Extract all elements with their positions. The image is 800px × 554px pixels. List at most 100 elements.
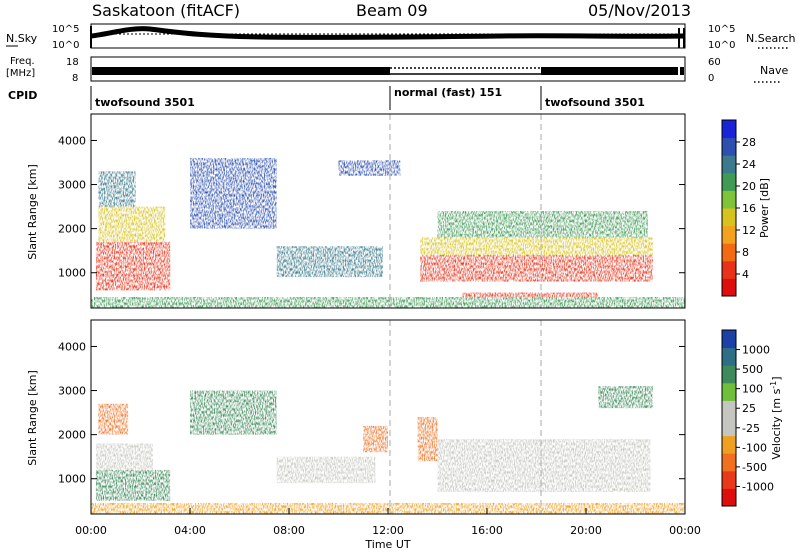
x-axis-ticks: 00:00 04:00 08:00 12:00 16:00 20:00 00:00 bbox=[75, 508, 701, 537]
x-tick-label: 00:00 bbox=[669, 524, 701, 537]
y-tick-label: 1000 bbox=[58, 473, 86, 486]
date-title: 05/Nov/2013 bbox=[588, 1, 691, 20]
colorbar-segment bbox=[722, 260, 736, 279]
colorbar-segment bbox=[722, 488, 736, 507]
data-region bbox=[437, 439, 651, 492]
y-tick-label: 4000 bbox=[58, 340, 86, 353]
freq-left-tick-bottom: 8 bbox=[72, 73, 78, 84]
power-y-label: Slant Range [km] bbox=[26, 164, 39, 260]
data-region bbox=[420, 255, 653, 282]
freq-left-label-1: Freq. bbox=[10, 56, 35, 67]
colorbar-segment bbox=[722, 347, 736, 366]
colorbar-tick-label: 24 bbox=[742, 158, 756, 171]
colorbar-tick-label: -100 bbox=[742, 441, 767, 454]
colorbar-segment bbox=[722, 470, 736, 489]
colorbar-segment bbox=[722, 225, 736, 244]
data-region bbox=[98, 171, 136, 207]
noise-right-label: N.Search bbox=[746, 32, 796, 45]
data-region bbox=[598, 386, 653, 409]
data-region bbox=[276, 456, 376, 484]
colorbar-segment bbox=[722, 418, 736, 437]
velocity-colorbar-label: Velocity [m s-1] bbox=[769, 376, 784, 459]
freq-panel: Freq. [MHz] 18 8 60 0 Nave bbox=[6, 56, 788, 84]
velocity-y-ticks: 1000 2000 3000 4000 bbox=[58, 340, 685, 486]
colorbar-tick-label: 4 bbox=[742, 268, 749, 281]
colorbar-tick-label: 16 bbox=[742, 202, 756, 215]
cpid-segment-1: twofsound 3501 bbox=[95, 96, 195, 109]
station-title: Saskatoon (fitACF) bbox=[92, 1, 240, 20]
noise-panel: N.Sky 10^5 10^0 10^5 10^0 N.Search bbox=[6, 23, 796, 51]
power-y-ticks: 1000 2000 3000 4000 bbox=[58, 134, 685, 280]
colorbar-tick-label: 28 bbox=[742, 136, 756, 149]
cpid-segment-2: normal (fast) 151 bbox=[394, 86, 502, 99]
x-tick-label: 04:00 bbox=[174, 524, 206, 537]
data-region bbox=[98, 403, 129, 435]
noise-right-tick-top: 10^5 bbox=[708, 24, 735, 35]
colorbar-tick-label: 25 bbox=[742, 402, 756, 415]
colorbar-segment bbox=[722, 365, 736, 384]
colorbar-tick-label: 12 bbox=[742, 224, 756, 237]
beam-title: Beam 09 bbox=[356, 1, 428, 20]
colorbar-segment bbox=[722, 382, 736, 401]
colorbar-segment bbox=[722, 120, 736, 139]
colorbar-tick-label: -500 bbox=[742, 461, 767, 474]
data-region bbox=[420, 237, 653, 256]
y-tick-label: 2000 bbox=[58, 223, 86, 236]
y-tick-label: 4000 bbox=[58, 134, 86, 147]
power-plot-data bbox=[91, 158, 685, 308]
x-tick-label: 12:00 bbox=[372, 524, 404, 537]
data-region bbox=[95, 443, 153, 470]
velocity-plot-data bbox=[91, 386, 685, 514]
colorbar-segment bbox=[722, 208, 736, 227]
noise-right-tick-bottom: 10^0 bbox=[708, 40, 735, 51]
colorbar-segment bbox=[722, 172, 736, 191]
freq-left-label-2: [MHz] bbox=[6, 68, 35, 79]
colorbar-segment bbox=[722, 435, 736, 454]
data-region bbox=[276, 246, 384, 278]
freq-left-tick-top: 18 bbox=[66, 57, 79, 68]
power-panel: 1000 2000 3000 4000 Slant Range [km] bbox=[26, 113, 686, 309]
data-region bbox=[417, 417, 438, 462]
noise-left-tick-top: 10^5 bbox=[52, 24, 79, 35]
x-axis-label: Time UT bbox=[364, 538, 410, 551]
data-region bbox=[363, 425, 388, 453]
cpid-row: CPID twofsound 3501 normal (fast) 151 tw… bbox=[8, 86, 645, 110]
data-region bbox=[437, 211, 648, 238]
colorbar-tick-label: 100 bbox=[742, 383, 763, 396]
data-region bbox=[338, 160, 401, 176]
colorbar-tick-label: 1000 bbox=[742, 344, 770, 357]
colorbar-segment bbox=[722, 330, 736, 349]
x-tick-label: 08:00 bbox=[273, 524, 305, 537]
x-tick-label: 16:00 bbox=[471, 524, 503, 537]
power-colorbar: 4 8 12 16 20 24 28 Power [dB] bbox=[721, 119, 771, 297]
freq-right-tick-top: 60 bbox=[708, 57, 721, 68]
colorbar-segment bbox=[722, 243, 736, 262]
colorbar-tick-label: -1000 bbox=[742, 480, 774, 493]
cpid-label: CPID bbox=[8, 89, 37, 102]
cpid-segment-3: twofsound 3501 bbox=[545, 96, 645, 109]
y-tick-label: 3000 bbox=[58, 385, 86, 398]
x-tick-label: 00:00 bbox=[75, 524, 107, 537]
data-region bbox=[91, 296, 685, 308]
colorbar-segment bbox=[722, 278, 736, 297]
x-tick-label: 20:00 bbox=[570, 524, 602, 537]
noise-left-tick-bottom: 10^0 bbox=[52, 40, 79, 51]
colorbar-segment bbox=[722, 400, 736, 419]
colorbar-segment bbox=[722, 137, 736, 156]
freq-right-tick-bottom: 0 bbox=[708, 73, 714, 84]
velocity-colorbar: -1000 -500 -100 -25 25 100 500 1000 Velocity [m… bbox=[721, 329, 784, 507]
colorbar-tick-label: 20 bbox=[742, 180, 756, 193]
colorbar-segment bbox=[722, 190, 736, 209]
noise-left-label: N.Sky bbox=[6, 32, 38, 45]
colorbar-segment bbox=[722, 155, 736, 174]
nave-label: Nave bbox=[760, 64, 788, 77]
data-region bbox=[98, 206, 166, 242]
y-tick-label: 3000 bbox=[58, 179, 86, 192]
velocity-y-label: Slant Range [km] bbox=[26, 370, 39, 466]
colorbar-tick-label: 8 bbox=[742, 246, 749, 259]
colorbar-tick-label: 500 bbox=[742, 363, 763, 376]
data-region bbox=[190, 390, 277, 435]
data-region bbox=[190, 158, 277, 229]
